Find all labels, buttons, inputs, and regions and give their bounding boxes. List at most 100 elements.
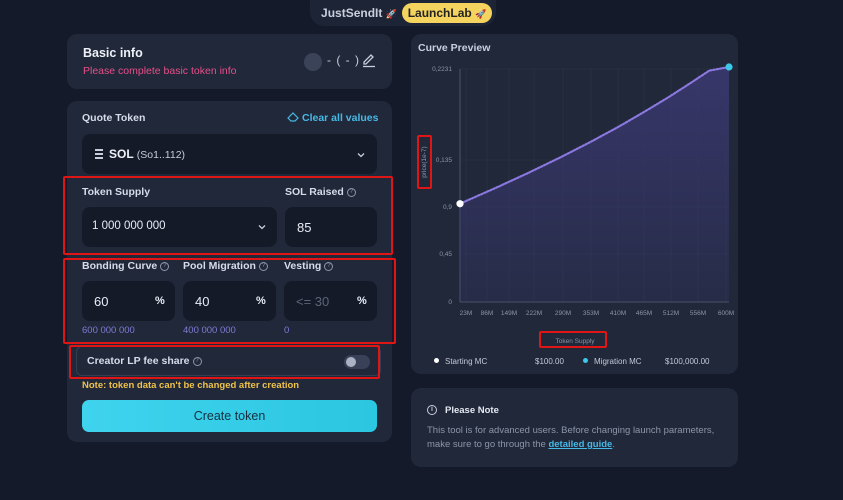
creator-lp-fee-label: Creator LP fee share? [87, 355, 202, 367]
quote-token-label: Quote Token [82, 112, 146, 124]
rocket-icon: 🚀 [385, 9, 397, 19]
rocket-icon: 🚀 [475, 9, 487, 19]
please-note-card: i Please Note This tool is for advanced … [411, 388, 738, 467]
curve-line [458, 65, 731, 205]
curve-chart: 23M 86M 149M 222M 290M 353M 410M 465M 512M 556M 60… [421, 63, 734, 345]
annotation-box-xlabel [539, 331, 607, 348]
pool-migration-text: Pool Migration [183, 260, 256, 272]
creation-warning: Note: token data can't be changed after … [82, 380, 300, 391]
x-tick-label: 556M [690, 310, 706, 317]
mode-switch: JustSendIt 🚀 LaunchLab 🚀 [310, 0, 496, 26]
sol-raised-value: 85 [297, 220, 312, 235]
pool-migration-value: 40 [195, 294, 210, 309]
x-tick-label: 410M [610, 310, 626, 317]
clear-all-label: Clear all values [302, 112, 379, 124]
vesting-label: Vesting? [284, 260, 334, 272]
basic-info-card[interactable]: Basic info Please complete basic token i… [67, 34, 392, 89]
tab-launchlab[interactable]: LaunchLab 🚀 [402, 3, 492, 23]
y-tick-label: 0,45 [439, 251, 452, 258]
bonding-curve-label: Bonding Curve? [82, 260, 170, 272]
detailed-guide-link[interactable]: detailed guide [548, 439, 613, 450]
creator-lp-fee-toggle[interactable] [344, 355, 370, 369]
token-avatar [304, 53, 322, 71]
annotation-box-lp-fee [69, 345, 380, 379]
please-note-title: Please Note [445, 405, 499, 416]
y-tick-label: 0,9 [443, 204, 452, 211]
legend-starting-value: $100.00 [535, 357, 564, 366]
pool-migration-input[interactable]: 40 % [183, 281, 276, 321]
x-tick-label: 465M [636, 310, 652, 317]
bonding-curve-tokens: 600 000 000 [82, 325, 135, 336]
curve-preview-card: Curve Preview 23M 86M 149M 222M 290M 353M 410M… [411, 34, 738, 374]
pencil-icon[interactable] [361, 52, 377, 68]
quote-token-select[interactable]: SOL (So1..112) [82, 134, 377, 174]
sol-raised-label: SOL Raised? [285, 186, 356, 198]
sol-raised-input[interactable]: 85 [285, 207, 377, 247]
token-supply-label: Token Supply [82, 186, 151, 198]
curve-preview-title: Curve Preview [418, 42, 491, 54]
x-axis-label: Token Supply [555, 338, 595, 345]
percent-sign: % [155, 295, 165, 307]
percent-sign: % [357, 295, 367, 307]
chevron-down-icon [258, 225, 266, 230]
annotation-box-ylabel [417, 135, 432, 189]
pool-migration-label: Pool Migration? [183, 260, 268, 272]
legend-starting: Starting MC [434, 357, 487, 366]
help-icon: ? [160, 261, 170, 271]
bonding-curve-text: Bonding Curve [82, 260, 158, 272]
annotation-box-allocation [63, 258, 396, 344]
chevron-down-icon [357, 153, 365, 158]
token-form-card: Quote Token Clear all values SOL (So1..1… [67, 101, 392, 442]
help-icon: ? [192, 356, 202, 366]
eraser-icon [287, 112, 299, 122]
x-tick-label: 86M [481, 310, 494, 317]
tab-launchlab-label: LaunchLab [407, 6, 472, 20]
starting-dot [434, 358, 439, 363]
x-tick-label: 353M [583, 310, 599, 317]
basic-info-subtitle: Please complete basic token info [83, 65, 237, 77]
curve-area [460, 67, 729, 302]
x-tick-label: 23M [460, 310, 473, 317]
bonding-curve-value: 60 [94, 294, 109, 309]
help-icon: ? [324, 261, 334, 271]
legend-migration-label: Migration MC [594, 357, 642, 366]
vesting-text: Vesting [284, 260, 322, 272]
x-tick-label: 290M [555, 310, 571, 317]
create-token-button[interactable]: Create token [82, 400, 377, 432]
tab-justsendit-label: JustSendIt [321, 6, 383, 20]
annotation-box-supply [63, 176, 393, 255]
x-tick-label: 149M [501, 310, 517, 317]
y-tick-label: 0,2231 [432, 66, 452, 73]
please-note-text: This tool is for advanced users. Before … [427, 425, 715, 450]
legend-migration-value: $100,000.00 [665, 357, 710, 366]
please-note-body: This tool is for advanced users. Before … [427, 424, 727, 452]
help-icon: ? [346, 187, 356, 197]
x-tick-label: 222M [526, 310, 542, 317]
basic-info-title: Basic info [83, 46, 143, 60]
tab-justsendit[interactable]: JustSendIt 🚀 [316, 3, 402, 23]
info-icon: i [427, 405, 437, 415]
starting-point [456, 200, 464, 208]
y-axis-label: price(1e-7) [421, 146, 428, 177]
migration-dot [583, 358, 588, 363]
migration-point [725, 63, 733, 71]
x-tick-label: 512M [663, 310, 679, 317]
help-icon: ? [258, 261, 268, 271]
token-supply-value: 1 000 000 000 [92, 220, 166, 232]
pool-migration-tokens: 400 000 000 [183, 325, 236, 336]
clear-all-button[interactable]: Clear all values [287, 112, 378, 124]
token-ticker: - ( - ) [327, 53, 360, 67]
quote-address: (So1..112) [136, 149, 186, 161]
quote-symbol: SOL [109, 147, 134, 161]
please-note-end: . [612, 439, 615, 450]
toggle-knob [346, 357, 356, 367]
sol-raised-text: SOL Raised [285, 186, 344, 198]
legend-migration: Migration MC [583, 357, 642, 366]
bonding-curve-input[interactable]: 60 % [82, 281, 175, 321]
creator-lp-fee-text: Creator LP fee share [87, 355, 190, 367]
vesting-tokens: 0 [284, 325, 290, 336]
token-supply-select[interactable]: 1 000 000 000 [82, 207, 277, 247]
vesting-input[interactable]: <= 30 % [284, 281, 377, 321]
vesting-placeholder: <= 30 [296, 294, 330, 309]
y-tick-label: 0 [448, 299, 452, 306]
